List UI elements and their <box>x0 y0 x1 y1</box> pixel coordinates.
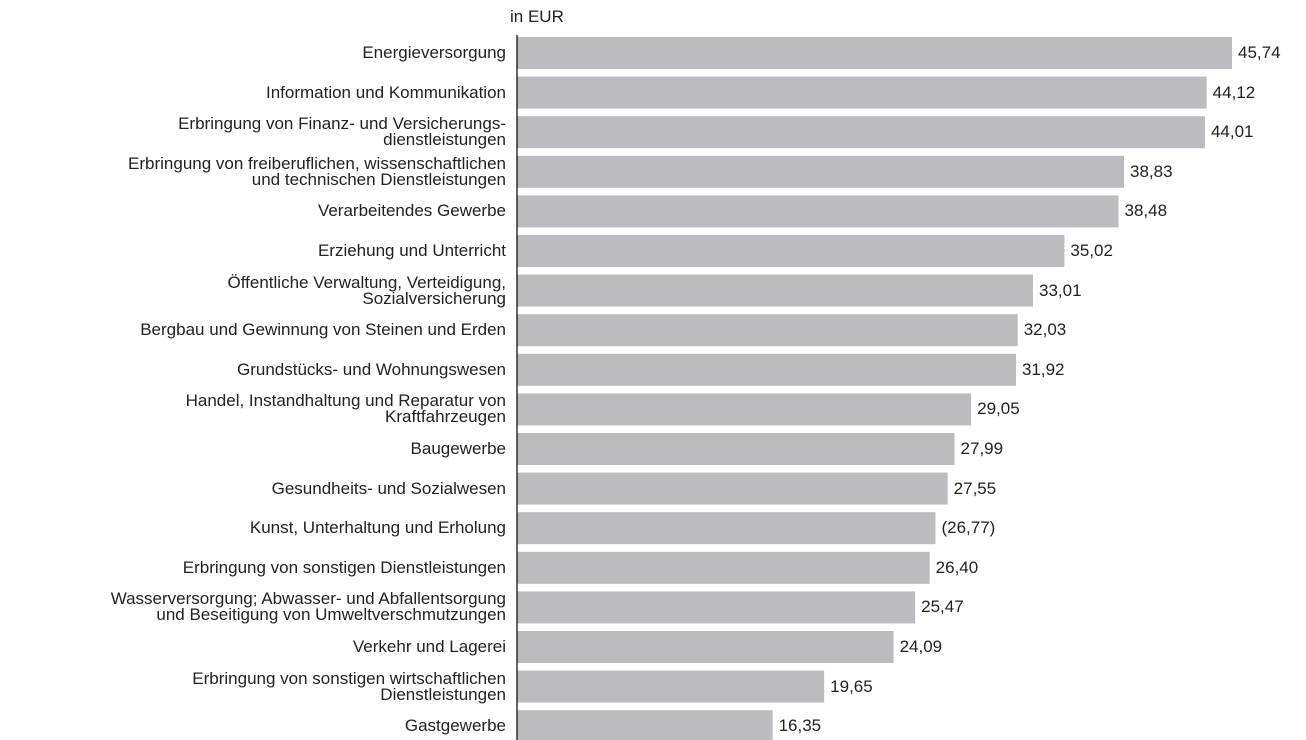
category-label: Verarbeitendes Gewerbe <box>317 201 506 221</box>
bar <box>517 393 972 426</box>
bar <box>517 314 1018 347</box>
subtitle: in EUR <box>510 7 564 26</box>
bar <box>517 195 1119 228</box>
category-label: Erbringung von sonstigen wirtschaftliche… <box>192 668 506 704</box>
bar <box>517 472 948 505</box>
category-label: Erbringung von Finanz- und Versicherungs… <box>178 114 506 150</box>
bar <box>517 235 1065 267</box>
category-label: Kunst, Unterhaltung und Erholung <box>249 518 506 538</box>
bar <box>517 433 955 465</box>
category-label: Verkehr und Lagerei <box>352 637 506 656</box>
bar <box>517 670 825 703</box>
value-label: 24,09 <box>899 637 943 656</box>
category-label: Öffentliche Verwaltung, Verteidigung, So… <box>227 272 506 308</box>
value-label: (26,77) <box>941 518 996 538</box>
value-label: 27,55 <box>953 478 997 498</box>
value-label: 38,48 <box>1124 201 1168 221</box>
category-label: Erbringung von sonstigen Dienstleistunge… <box>182 557 506 577</box>
category-label: Gastgewerbe <box>404 716 506 736</box>
bar <box>517 116 1205 149</box>
value-label: 27,99 <box>960 439 1004 458</box>
category-label: Bergbau und Gewinnung von Steinen und Er… <box>140 320 506 340</box>
value-label: 44,01 <box>1210 122 1254 142</box>
value-label: 26,40 <box>935 557 979 577</box>
value-label: 25,47 <box>921 597 964 617</box>
value-label: 38,83 <box>1129 161 1173 181</box>
bar <box>517 274 1034 307</box>
category-label: Information und Kommunikation <box>265 82 506 102</box>
value-label: 29,05 <box>977 399 1020 419</box>
bar <box>517 591 916 624</box>
category-label: Energieversorgung <box>362 43 506 62</box>
category-label: Baugewerbe <box>410 439 506 458</box>
bar <box>517 710 773 740</box>
bar <box>517 76 1207 109</box>
value-label: 45,74 <box>1238 43 1281 62</box>
value-label: 44,12 <box>1212 82 1256 102</box>
category-label: Handel, Instandhaltung und Reparatur von… <box>185 391 506 427</box>
bar <box>517 37 1233 69</box>
category-label: Gesundheits- und Sozialwesen <box>271 478 506 498</box>
bar <box>517 512 936 545</box>
value-label: 33,01 <box>1039 280 1082 300</box>
bar <box>517 155 1124 188</box>
value-label: 32,03 <box>1023 320 1067 340</box>
value-label: 35,02 <box>1070 241 1113 260</box>
category-label: Erbringung von freiberuflichen, wissensc… <box>128 153 506 189</box>
bar <box>517 551 930 584</box>
bar <box>517 353 1016 386</box>
category-label: Grundstücks- und Wohnungswesen <box>236 359 506 379</box>
value-label: 19,65 <box>830 676 873 696</box>
value-label: 16,35 <box>778 716 822 736</box>
bar <box>517 631 894 663</box>
category-label: Erziehung und Unterricht <box>317 241 506 260</box>
category-label: Wasserversorgung; Abwasser- und Abfallen… <box>110 589 506 625</box>
value-label: 31,92 <box>1021 359 1065 379</box>
